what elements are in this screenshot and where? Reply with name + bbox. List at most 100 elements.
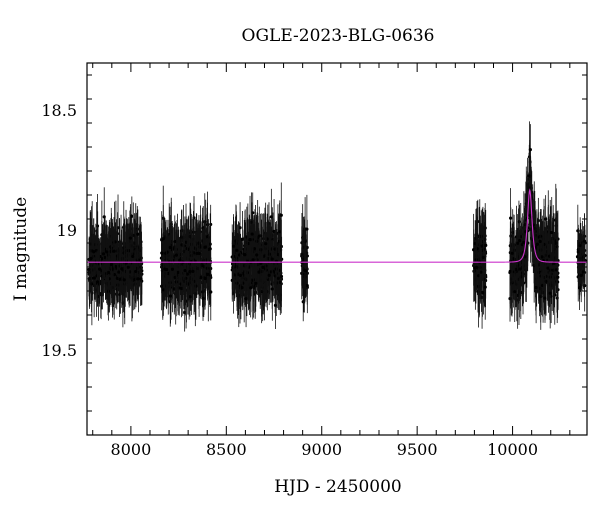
- data-point: [279, 213, 283, 217]
- data-point: [209, 222, 213, 227]
- data-point: [128, 236, 132, 240]
- data-point: [115, 276, 119, 280]
- data-point: [131, 254, 135, 259]
- y-tick-label: 18.5: [41, 101, 77, 120]
- data-point: [273, 303, 278, 307]
- data-point: [554, 241, 559, 245]
- data-point: [176, 270, 180, 274]
- data-point: [540, 255, 544, 259]
- data-point: [484, 243, 488, 247]
- data-point: [136, 232, 140, 236]
- data-point: [305, 227, 309, 231]
- data-point: [170, 267, 175, 271]
- data-point: [516, 241, 520, 245]
- data-point: [255, 253, 259, 257]
- data-point: [261, 265, 265, 269]
- data-point: [130, 214, 134, 218]
- data-point: [206, 272, 210, 276]
- data-point: [183, 268, 187, 273]
- data-point: [276, 276, 280, 280]
- data-point: [201, 296, 205, 300]
- data-point: [480, 244, 484, 248]
- data-point: [546, 266, 550, 270]
- data-point: [274, 267, 278, 271]
- data-point: [97, 267, 102, 271]
- data-point: [188, 295, 192, 299]
- data-point: [191, 269, 195, 274]
- data-point: [160, 251, 164, 255]
- data-point: [522, 240, 526, 244]
- data-point: [277, 239, 281, 244]
- data-point: [251, 258, 255, 262]
- data-point: [513, 290, 517, 294]
- x-tick-label: 8000: [111, 440, 152, 459]
- data-point: [106, 270, 111, 275]
- data-point: [161, 288, 165, 292]
- data-point: [581, 270, 585, 274]
- x-axis-label: HJD - 2450000: [274, 477, 402, 497]
- tick-labels: 8000 8500 9000 9500 10000 18.5 19 19.5: [41, 101, 538, 459]
- data-point: [89, 282, 94, 286]
- data-point: [582, 239, 587, 243]
- chart-title: OGLE-2023-BLG-0636: [242, 26, 435, 46]
- data-point: [264, 242, 268, 246]
- data-point: [508, 269, 512, 273]
- data-point: [556, 275, 560, 279]
- data-point: [208, 247, 212, 251]
- y-tick-label: 19: [57, 221, 77, 240]
- data-point: [250, 232, 254, 236]
- data-point: [168, 245, 172, 250]
- data-point: [257, 270, 261, 274]
- data-point: [270, 287, 274, 291]
- data-point: [238, 226, 242, 230]
- data-point: [528, 148, 532, 152]
- data-point: [188, 270, 192, 274]
- data-point: [184, 276, 188, 280]
- data-point: [109, 262, 114, 267]
- data-point: [240, 286, 244, 290]
- plot-frame: [86, 62, 588, 436]
- data-point: [511, 230, 515, 235]
- data-point: [518, 267, 522, 271]
- data-point: [118, 277, 122, 281]
- data-point: [510, 251, 514, 255]
- data-point: [185, 272, 189, 276]
- data-point: [555, 245, 559, 249]
- data-point: [240, 237, 245, 241]
- data-point: [131, 233, 135, 237]
- data-point: [305, 283, 309, 288]
- data-point: [518, 239, 522, 243]
- data-point: [87, 277, 91, 281]
- data-point: [105, 250, 109, 254]
- data-point: [104, 247, 108, 251]
- data-point: [164, 267, 169, 272]
- data-point: [304, 269, 308, 273]
- data-point: [538, 239, 542, 244]
- data-point: [554, 268, 559, 272]
- data-point: [474, 265, 479, 269]
- model-curve: [87, 188, 587, 263]
- data-point: [139, 277, 143, 281]
- data-point: [550, 230, 554, 235]
- data-point: [165, 250, 169, 254]
- data-point: [577, 250, 581, 254]
- data-point: [186, 282, 190, 286]
- data-point: [252, 247, 257, 251]
- data-point: [122, 278, 126, 282]
- data-point: [577, 286, 582, 290]
- data-point: [101, 252, 106, 256]
- data-point: [238, 273, 243, 277]
- data-point: [548, 291, 552, 295]
- data-point: [203, 245, 207, 249]
- data-point: [120, 267, 124, 271]
- data-point: [534, 285, 538, 290]
- data-point: [243, 252, 247, 257]
- data-point: [481, 255, 485, 259]
- data-point: [248, 238, 253, 242]
- data-point: [195, 251, 199, 256]
- data-point: [89, 257, 93, 261]
- data-point: [112, 249, 116, 253]
- data-point: [87, 267, 91, 272]
- data-point: [527, 174, 531, 178]
